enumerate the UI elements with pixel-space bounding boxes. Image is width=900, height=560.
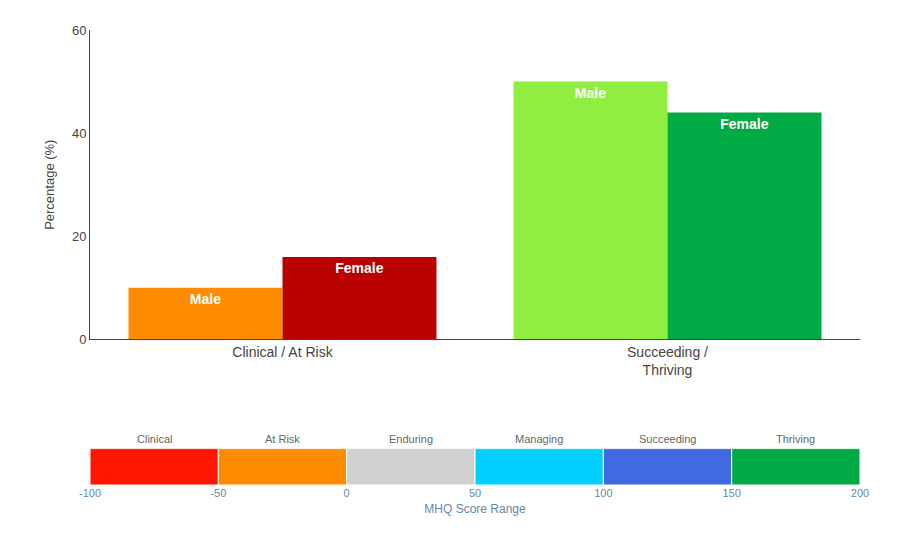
- svg-text:100: 100: [594, 487, 612, 499]
- svg-text:Succeeding /Thriving: Succeeding /Thriving: [627, 344, 708, 378]
- svg-text:20: 20: [72, 229, 86, 244]
- svg-text:150: 150: [722, 487, 740, 499]
- svg-text:Succeeding: Succeeding: [639, 433, 697, 445]
- svg-text:40: 40: [72, 126, 86, 141]
- svg-text:Male: Male: [190, 291, 221, 307]
- svg-text:200: 200: [851, 487, 869, 499]
- svg-text:Female: Female: [335, 260, 383, 276]
- svg-text:Percentage (%): Percentage (%): [42, 140, 57, 230]
- svg-text:Thriving: Thriving: [776, 433, 815, 445]
- svg-text:-50: -50: [210, 487, 226, 499]
- svg-text:Managing: Managing: [515, 433, 563, 445]
- svg-text:60: 60: [72, 23, 86, 38]
- svg-text:-100: -100: [79, 487, 101, 499]
- svg-text:At Risk: At Risk: [265, 433, 300, 445]
- svg-text:Enduring: Enduring: [389, 433, 433, 445]
- svg-text:Clinical: Clinical: [137, 433, 172, 445]
- svg-text:Female: Female: [720, 116, 768, 132]
- svg-text:0: 0: [79, 332, 86, 347]
- svg-text:50: 50: [469, 487, 481, 499]
- svg-text:0: 0: [344, 487, 350, 499]
- svg-text:MHQ Score Range: MHQ Score Range: [424, 502, 526, 516]
- svg-text:Clinical / At Risk: Clinical / At Risk: [232, 344, 333, 360]
- svg-text:Male: Male: [575, 85, 606, 101]
